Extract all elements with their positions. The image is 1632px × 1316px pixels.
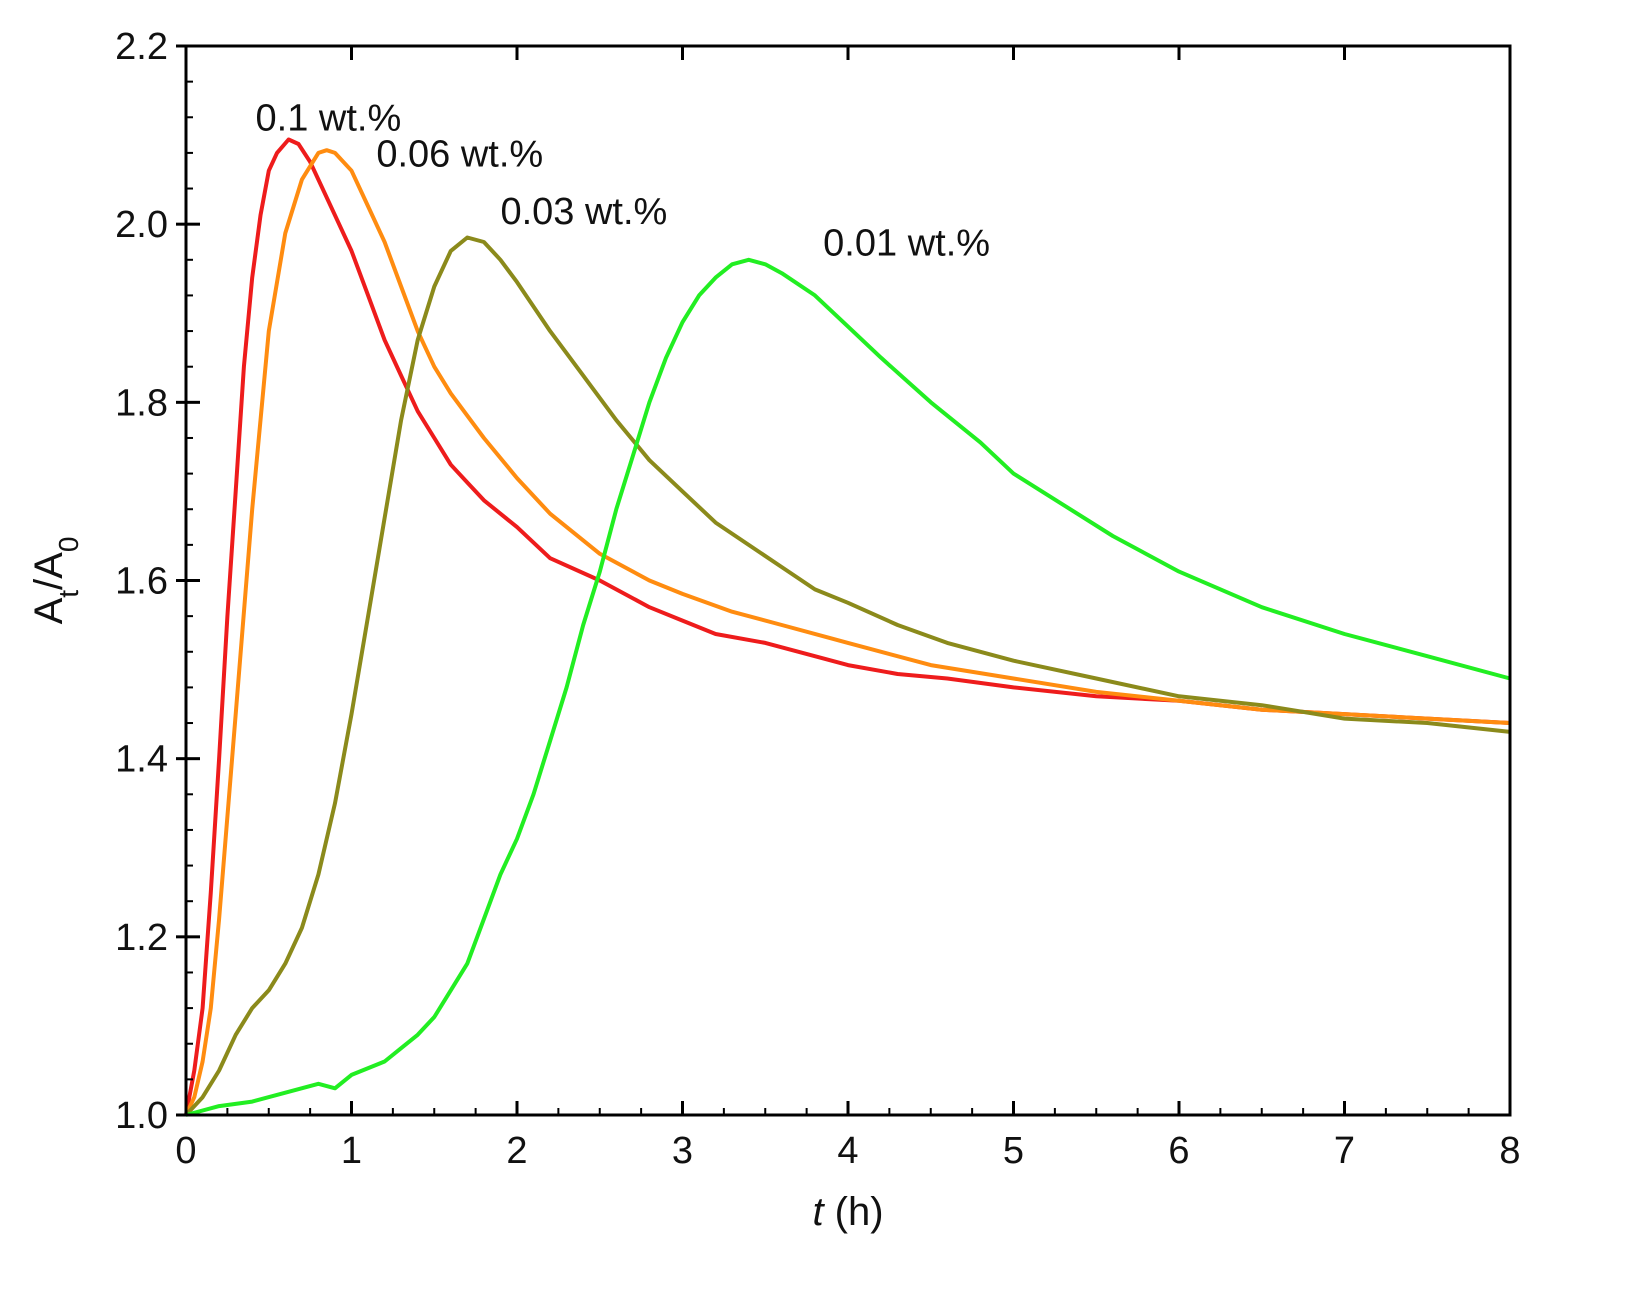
y-tick-label: 2.2: [115, 26, 168, 68]
series-label-2: 0.06 wt.%: [376, 133, 543, 175]
x-tick-label: 0: [175, 1130, 196, 1172]
x-tick-label: 5: [1003, 1130, 1024, 1172]
y-tick-label: 1.4: [115, 739, 168, 781]
y-axis-slash: /A: [27, 552, 71, 590]
series-label-4: 0.01 wt.%: [823, 222, 990, 264]
x-axis-var: t: [812, 1190, 825, 1234]
y-tick-label: 1.6: [115, 561, 168, 603]
label-layer: 0.1 wt.%0.06 wt.% 0.03 wt.% 0.01 wt.%: [256, 98, 991, 265]
x-tick-label: 6: [1168, 1130, 1189, 1172]
series-layer: [184, 137, 1511, 1117]
y-tick-label: 1.2: [115, 917, 168, 959]
x-axis-unit: (h): [824, 1190, 884, 1234]
x-tick-label: 1: [341, 1130, 362, 1172]
series-line-3: [184, 235, 1511, 1117]
y-axis-sub1: t: [53, 590, 84, 598]
series-line-1: [184, 137, 1511, 1116]
series-label-3: 0.03 wt.%: [500, 191, 667, 233]
x-tick-label: 2: [506, 1130, 527, 1172]
x-axis-label: t (h): [812, 1190, 883, 1234]
x-tick-label: 3: [672, 1130, 693, 1172]
y-axis-base: A: [27, 597, 71, 624]
series-label-1: 0.1 wt.%: [256, 98, 402, 140]
y-axis-sub2: 0: [53, 537, 84, 553]
y-tick-label: 2.0: [115, 204, 168, 246]
series-line-2: [184, 148, 1511, 1116]
series-line-4: [185, 257, 1511, 1117]
y-tick-label: 1.0: [115, 1095, 168, 1137]
x-tick-label: 4: [837, 1130, 858, 1172]
x-tick-label: 7: [1334, 1130, 1355, 1172]
plot-frame: [184, 44, 1512, 1117]
tick-layer: 0 1 2 3 4 5 6 7 8 1.0 1.2 1.4 1.6 1.8 2.0 2.2: [115, 26, 1520, 1172]
y-tick-label: 1.8: [115, 382, 168, 424]
y-axis-label: At/A0: [27, 537, 84, 625]
x-tick-label: 8: [1499, 1130, 1520, 1172]
